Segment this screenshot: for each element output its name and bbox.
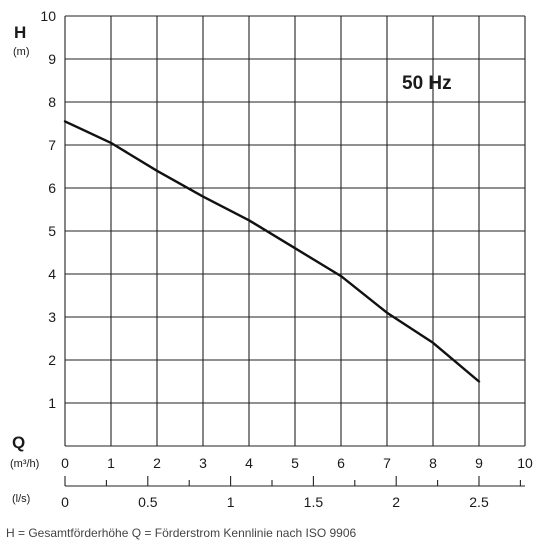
x-tick-label-secondary: 2	[392, 494, 400, 510]
x-tick-label-primary: 3	[199, 455, 207, 471]
chart-caption: H = Gesamtförderhöhe Q = Förderstrom Ken…	[6, 526, 357, 540]
y-tick-labels: 1 2 3 4 5 6 7 8 9 10	[40, 8, 56, 411]
x-tick-label-secondary: 0	[61, 494, 69, 510]
x-axis-secondary: 0 0.5 1 1.5 2 2.5	[61, 476, 525, 510]
y-tick-label: 10	[40, 8, 56, 24]
series-layer	[63, 120, 481, 383]
y-tick-label: 5	[48, 223, 56, 239]
x-tick-label-secondary: 0.5	[138, 494, 158, 510]
y-tick-label: 6	[48, 180, 56, 196]
x-tick-label-primary: 9	[475, 455, 483, 471]
x-tick-label-primary: 7	[383, 455, 391, 471]
y-tick-label: 7	[48, 137, 56, 153]
x-tick-label-primary: 2	[153, 455, 161, 471]
x-tick-label-primary: 1	[107, 455, 115, 471]
x-tick-label-primary: 4	[245, 455, 253, 471]
x-axis-primary: 0 1 2 3 4 5 6 7 8 9 10	[61, 455, 533, 471]
y-tick-label: 8	[48, 94, 56, 110]
y-axis-unit: (m)	[13, 46, 30, 58]
x-tick-label-primary: 10	[517, 455, 533, 471]
x-tick-label-primary: 5	[291, 455, 299, 471]
y-tick-label: 3	[48, 309, 56, 325]
x-tick-label-secondary: 2.5	[469, 494, 489, 510]
y-axis-symbol: H	[14, 23, 26, 42]
frequency-label: 50 Hz	[402, 73, 452, 94]
y-tick-label: 2	[48, 352, 56, 368]
x-axis-primary-unit: (m³/h)	[10, 458, 39, 470]
series-line	[63, 120, 481, 383]
x-tick-label-primary: 8	[429, 455, 437, 471]
x-axis-symbol: Q	[12, 433, 25, 452]
x-axis-secondary-unit: (l/s)	[12, 493, 30, 505]
x-tick-label-secondary: 1.5	[304, 494, 324, 510]
x-tick-label-primary: 6	[337, 455, 345, 471]
y-tick-label: 1	[48, 395, 56, 411]
x-tick-label-primary: 0	[61, 455, 69, 471]
y-tick-label: 9	[48, 51, 56, 67]
grid	[64, 15, 526, 447]
x-tick-label-secondary: 1	[227, 494, 235, 510]
y-tick-label: 4	[48, 266, 56, 282]
